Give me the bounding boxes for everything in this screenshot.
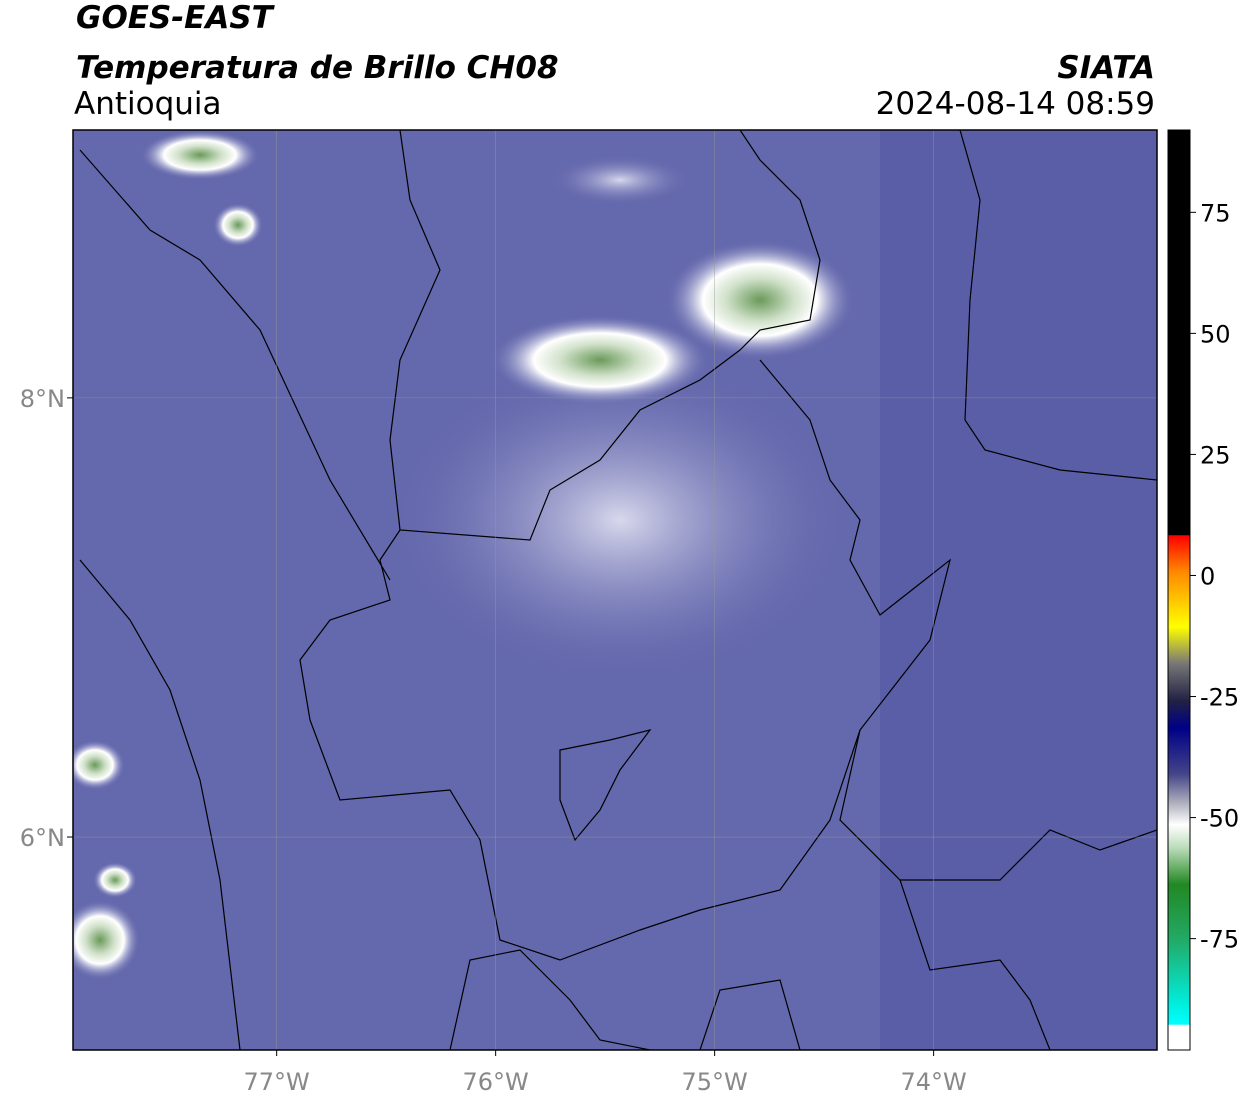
y-tick-label: 8°N: [20, 385, 65, 413]
colorbar-label: -75: [1200, 926, 1239, 954]
x-tick-label: 75°W: [681, 1068, 747, 1096]
y-tick-label: 6°N: [20, 824, 65, 852]
colorbar-label: 0: [1200, 562, 1215, 590]
x-tick-label: 77°W: [244, 1068, 310, 1096]
map-field: [73, 130, 1157, 1050]
map-frame: [72, 129, 1158, 1051]
colorbar-label: 25: [1200, 441, 1231, 469]
subtitle: Temperatura de Brillo CH08: [76, 50, 559, 86]
datetime: 2024-08-14 08:59: [876, 86, 1155, 122]
x-tick-label: 76°W: [463, 1068, 529, 1096]
colorbar-label: 50: [1200, 320, 1231, 348]
colorbar: [1167, 129, 1191, 1051]
x-tick-label: 74°W: [900, 1068, 966, 1096]
colorbar-label: 75: [1200, 199, 1231, 227]
colorbar-label: -25: [1200, 684, 1239, 712]
title: GOES-EAST: [76, 0, 276, 36]
region: Antioquia: [74, 86, 222, 122]
source: SIATA: [1057, 50, 1155, 86]
graticule: [73, 130, 1157, 1050]
colorbar-label: -50: [1200, 805, 1239, 833]
